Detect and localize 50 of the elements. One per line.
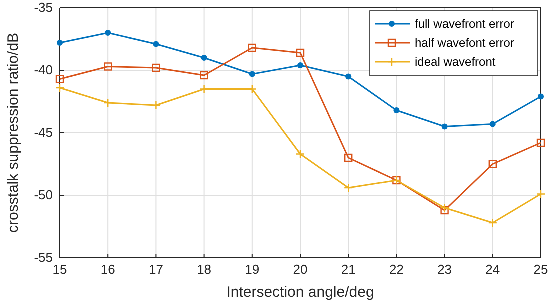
point xyxy=(56,75,64,84)
point xyxy=(442,124,448,130)
point xyxy=(298,62,304,68)
x-tick-label: 21 xyxy=(341,262,356,278)
point xyxy=(536,190,546,199)
point xyxy=(344,154,353,162)
point xyxy=(105,30,112,36)
point xyxy=(488,160,497,168)
x-tick-label: 20 xyxy=(293,262,308,278)
legend-label: full wavefront error xyxy=(415,17,514,31)
x-tick-label: 25 xyxy=(534,262,548,278)
x-axis-title: Intersection angle/deg xyxy=(226,284,374,301)
point xyxy=(296,150,306,159)
point xyxy=(104,98,113,108)
point xyxy=(248,44,256,52)
x-tick-label: 24 xyxy=(486,262,500,278)
point xyxy=(152,64,160,72)
point xyxy=(344,183,354,193)
point xyxy=(440,206,449,215)
point xyxy=(153,41,160,48)
y-axis-title: crosstalk suppression ratio/dB xyxy=(5,32,22,234)
legend-label: ideal wavefront xyxy=(415,55,496,69)
x-tick-label: 18 xyxy=(197,262,212,278)
point xyxy=(55,83,65,93)
y-tick-label: -50 xyxy=(34,188,53,203)
point xyxy=(346,74,352,80)
point xyxy=(200,71,208,80)
x-tick-label: 22 xyxy=(389,262,404,278)
legend-label: half wavefont error xyxy=(415,36,514,50)
point xyxy=(57,40,63,46)
y-tick-label: -35 xyxy=(34,0,53,16)
y-tick-label: -45 xyxy=(34,125,53,140)
y-tick-label: -40 xyxy=(34,62,53,78)
point xyxy=(538,94,544,100)
point xyxy=(440,203,450,213)
y-tick-label: -55 xyxy=(34,250,53,266)
point xyxy=(394,108,400,114)
point xyxy=(104,62,112,71)
x-tick-label: 23 xyxy=(438,262,452,278)
point xyxy=(488,218,498,228)
x-tick-label: 15 xyxy=(52,262,68,278)
point xyxy=(152,100,161,110)
x-tick-label: 16 xyxy=(100,262,116,278)
x-tick-label: 17 xyxy=(148,262,164,278)
point xyxy=(201,55,208,61)
point xyxy=(490,121,496,128)
point xyxy=(296,48,305,58)
point xyxy=(249,71,256,78)
point xyxy=(536,138,546,148)
x-tick-label: 19 xyxy=(245,262,260,278)
